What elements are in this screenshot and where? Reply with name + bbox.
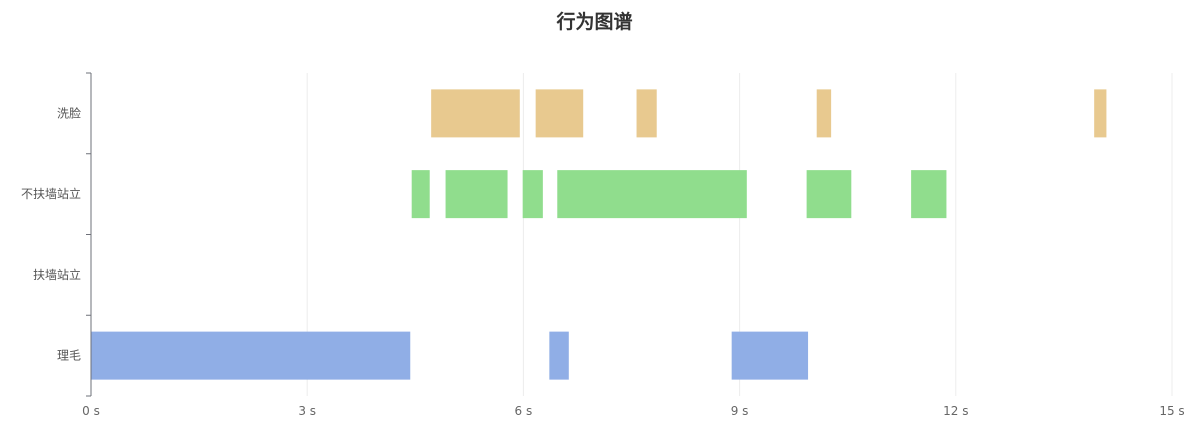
timeline-segment: [549, 331, 569, 380]
x-tick-label: 0 s: [82, 404, 100, 418]
y-category-label: 扶墙站立: [33, 267, 81, 282]
timeline-segment: [522, 170, 543, 219]
x-tick-label: 3 s: [298, 404, 316, 418]
timeline-segment: [557, 170, 747, 219]
y-category-label: 理毛: [57, 349, 81, 363]
bars-layer: [91, 89, 1107, 380]
timeline-segment: [806, 170, 852, 219]
timeline-segment: [445, 170, 508, 219]
x-tick-label: 15 s: [1159, 404, 1184, 418]
timeline-segment: [731, 331, 809, 380]
y-category-label: 洗脸: [57, 106, 81, 120]
x-tick-label: 12 s: [943, 404, 968, 418]
timeline-segment: [816, 89, 832, 138]
timeline-segment: [431, 89, 520, 138]
timeline-segment: [1094, 89, 1107, 138]
chart-title: 行为图谱: [555, 10, 632, 33]
y-category-label: 不扶墙站立: [21, 186, 81, 201]
x-tick-label: 9 s: [731, 404, 749, 418]
timeline-segment: [636, 89, 657, 138]
timeline-segment: [411, 170, 430, 219]
timeline-segment: [911, 170, 947, 219]
x-tick-label: 6 s: [515, 404, 533, 418]
timeline-segment: [535, 89, 584, 138]
timeline-segment: [91, 331, 411, 380]
